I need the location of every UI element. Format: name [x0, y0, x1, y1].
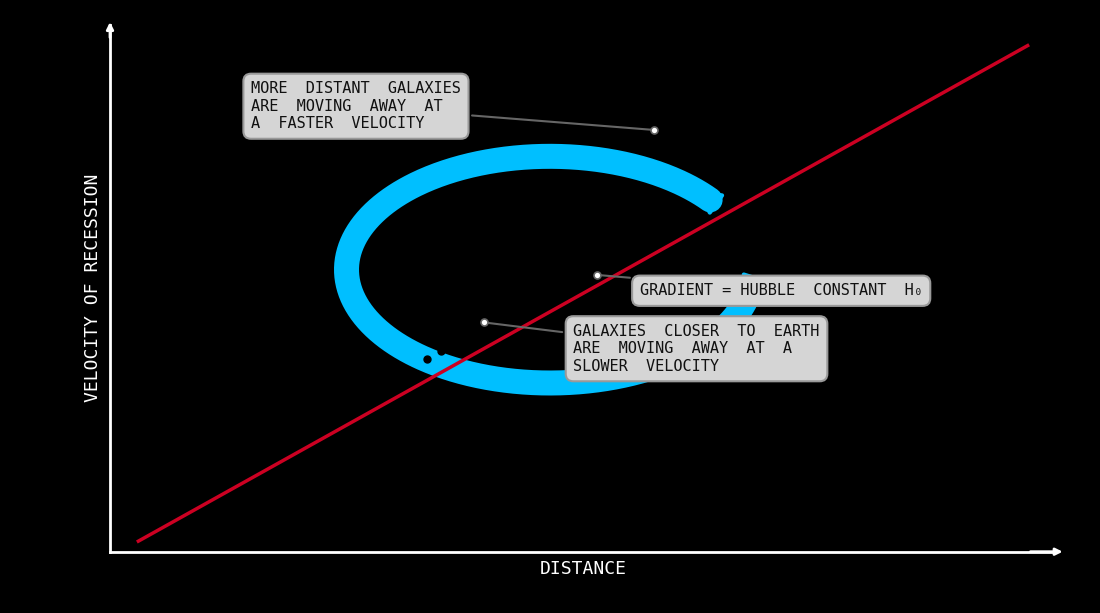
Y-axis label: VELOCITY OF RECESSION: VELOCITY OF RECESSION — [84, 174, 101, 402]
Text: GALAXIES  CLOSER  TO  EARTH
ARE  MOVING  AWAY  AT  A
SLOWER  VELOCITY: GALAXIES CLOSER TO EARTH ARE MOVING AWAY… — [486, 322, 820, 374]
X-axis label: DISTANCE: DISTANCE — [539, 560, 627, 578]
Text: MORE  DISTANT  GALAXIES
ARE  MOVING  AWAY  AT
A  FASTER  VELOCITY: MORE DISTANT GALAXIES ARE MOVING AWAY AT… — [251, 82, 651, 131]
Text: GRADIENT = HUBBLE  CONSTANT  H₀: GRADIENT = HUBBLE CONSTANT H₀ — [600, 275, 923, 299]
